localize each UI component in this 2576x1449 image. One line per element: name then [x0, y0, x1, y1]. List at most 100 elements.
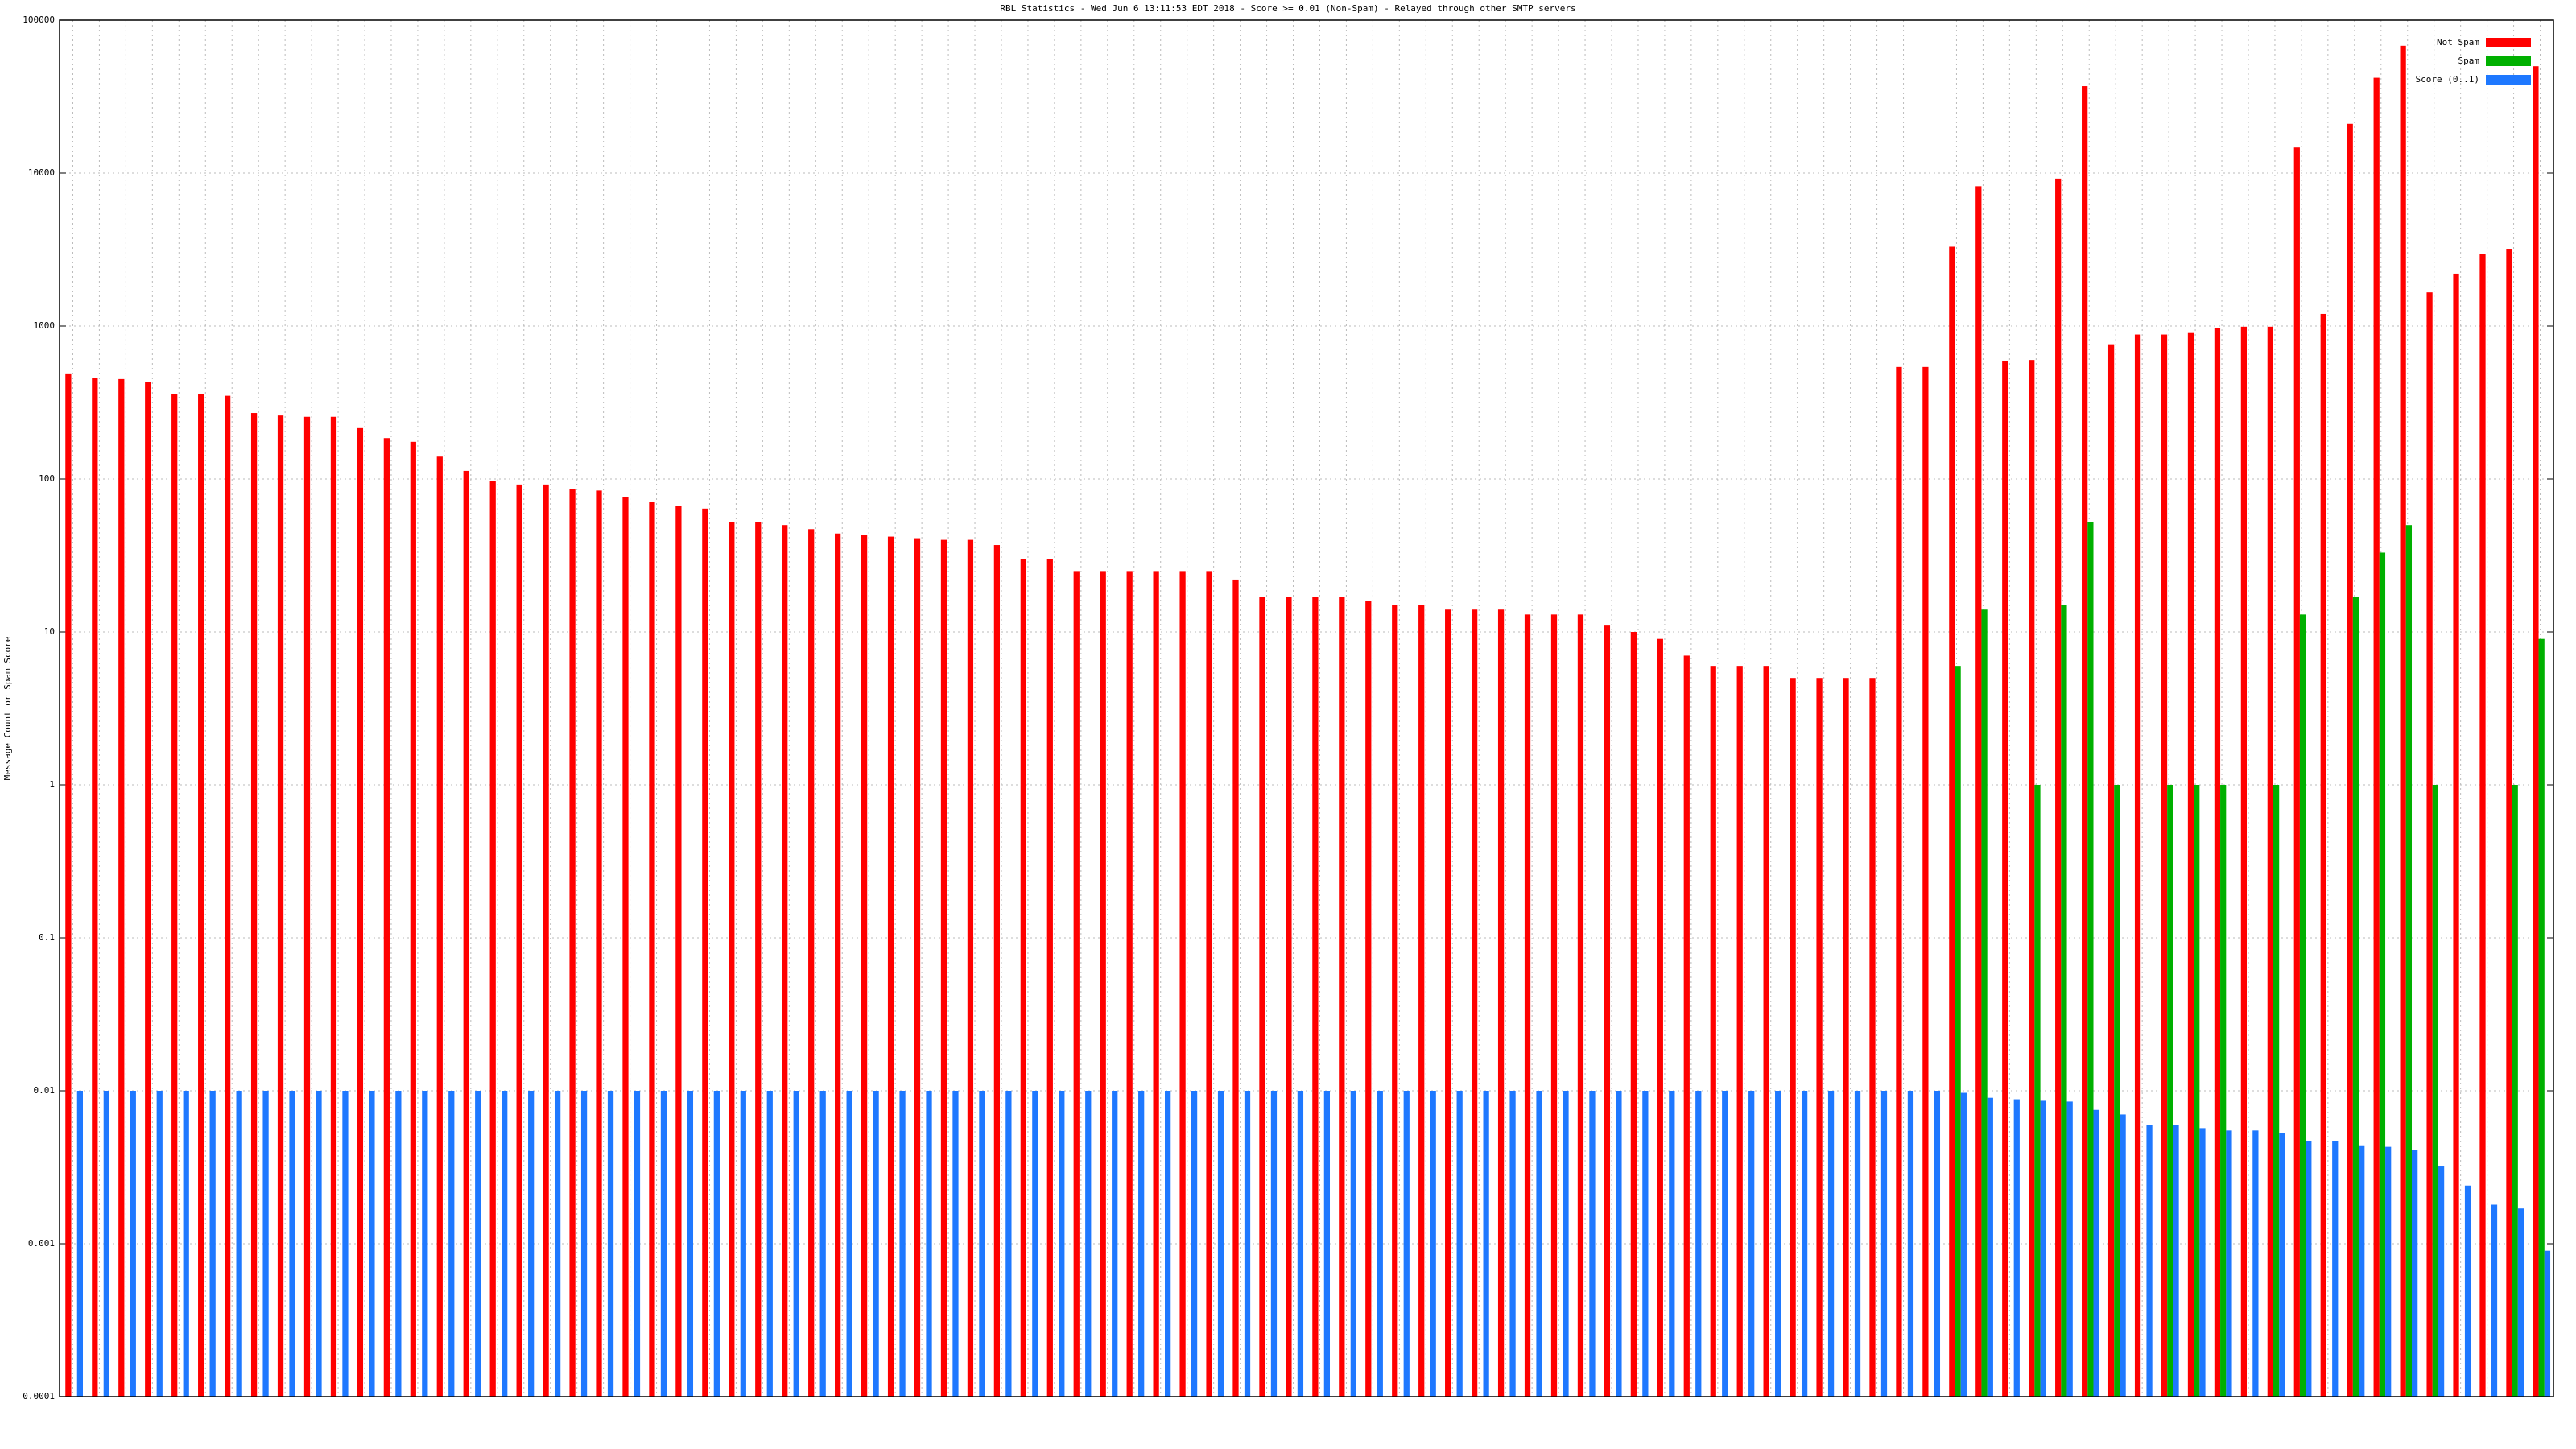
plot-frame [59, 19, 2554, 1397]
bar [1616, 1091, 1622, 1397]
bar [596, 490, 602, 1397]
bar [1589, 1091, 1596, 1397]
bar [2347, 123, 2353, 1397]
bar [436, 456, 443, 1397]
bar [622, 497, 629, 1397]
bar [2464, 1185, 2471, 1397]
bar [1365, 601, 1372, 1397]
bar [2194, 785, 2200, 1397]
bar [580, 1091, 588, 1397]
bar [1710, 666, 1716, 1397]
bar [1907, 1091, 1914, 1397]
bar [316, 1091, 322, 1397]
bar [993, 545, 1001, 1397]
bar [1550, 614, 1558, 1397]
bar [713, 1091, 720, 1397]
legend-label: Not Spam [2437, 37, 2479, 47]
bar [2240, 326, 2248, 1397]
bar [2479, 254, 2486, 1397]
bar [277, 415, 284, 1397]
bar [2066, 1101, 2073, 1397]
bar [1790, 678, 1796, 1397]
bar [740, 1091, 746, 1397]
legend-swatch [2486, 75, 2531, 85]
bar [303, 416, 311, 1397]
bar [1748, 1091, 1755, 1397]
bar [1005, 1091, 1012, 1397]
bar [2187, 332, 2194, 1397]
bar [952, 1091, 959, 1397]
bar [1403, 1091, 1410, 1397]
bar [103, 1091, 109, 1397]
bar [2267, 326, 2273, 1397]
bar [899, 1091, 906, 1397]
y-tick-label: 1000 [34, 320, 56, 331]
bar [2146, 1125, 2153, 1397]
bar [2034, 785, 2041, 1397]
bar [729, 522, 735, 1397]
bar [1232, 579, 1239, 1397]
bar [330, 416, 337, 1397]
bar [489, 481, 496, 1397]
bar [65, 373, 72, 1397]
bar [1497, 609, 1505, 1397]
bar [1286, 597, 1292, 1397]
bar [2385, 1146, 2392, 1397]
bar [2412, 1150, 2418, 1397]
bar [1981, 609, 1988, 1397]
bar [250, 413, 258, 1397]
bar [1179, 571, 1186, 1397]
bar [1430, 1091, 1436, 1397]
bar [2279, 1133, 2285, 1397]
bar [766, 1091, 773, 1397]
bar [2293, 147, 2300, 1397]
bar [835, 533, 841, 1397]
bar [649, 502, 655, 1397]
bar [2167, 785, 2174, 1397]
bar [448, 1091, 455, 1397]
bar [2352, 597, 2359, 1397]
bar [118, 378, 125, 1397]
bar [675, 506, 682, 1397]
bar [543, 484, 549, 1397]
bar [1350, 1091, 1356, 1397]
bar [1695, 1091, 1702, 1397]
bar [502, 1091, 508, 1397]
bar [1112, 1091, 1118, 1397]
chart-title: RBL Statistics - Wed Jun 6 13:11:53 EDT … [1000, 3, 1575, 14]
bar [1816, 678, 1823, 1397]
y-tick-label: 0.0001 [23, 1391, 55, 1402]
bar [1138, 1091, 1145, 1397]
bar [2432, 785, 2438, 1397]
bar [1975, 186, 1982, 1397]
bar [2538, 638, 2545, 1397]
bar [1217, 1091, 1224, 1397]
bar [2199, 1128, 2206, 1397]
bar [1669, 1091, 1675, 1397]
bar [1763, 666, 1769, 1397]
bar [607, 1091, 614, 1397]
bar [1073, 571, 1080, 1397]
y-tick-label: 0.1 [39, 932, 55, 943]
bar [1165, 1091, 1171, 1397]
bar [887, 536, 894, 1397]
bar [702, 508, 708, 1397]
bar [410, 441, 416, 1397]
bar [130, 1091, 136, 1397]
bar [808, 529, 815, 1397]
bar [2517, 1208, 2524, 1397]
bar [2533, 66, 2539, 1397]
bar [2220, 785, 2227, 1397]
bar [634, 1091, 641, 1397]
bar [2400, 45, 2406, 1397]
bar [289, 1091, 295, 1397]
bar [2438, 1166, 2445, 1397]
bar [92, 378, 98, 1397]
bar [1536, 1091, 1542, 1397]
bar [2226, 1130, 2232, 1397]
y-tick-label: 0.01 [34, 1085, 56, 1096]
bar [687, 1091, 694, 1397]
bar [2120, 1114, 2126, 1397]
